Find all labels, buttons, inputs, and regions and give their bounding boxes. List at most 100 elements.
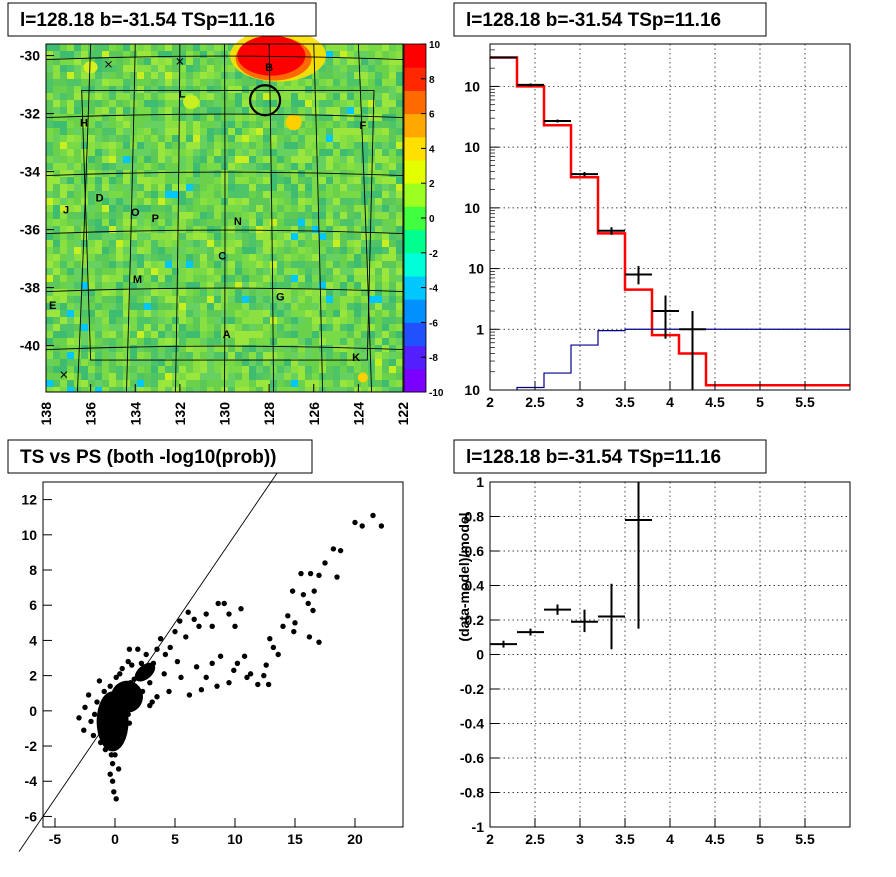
map-pixel [354, 261, 361, 268]
map-pixel [88, 121, 95, 128]
map-pixel [277, 219, 284, 226]
map-pixel [60, 51, 67, 58]
map-pixel [46, 44, 53, 51]
map-pixel [382, 282, 389, 289]
map-pixel [137, 247, 144, 254]
map-pixel [95, 198, 102, 205]
map-pixel [172, 268, 179, 275]
map-pixel [88, 86, 95, 93]
map-pixel [74, 212, 81, 219]
map-pixel [102, 261, 109, 268]
map-pixel [354, 184, 361, 191]
map-pixel [235, 72, 242, 79]
map-pixel [249, 86, 256, 93]
map-pixel [95, 345, 102, 352]
map-pixel [291, 303, 298, 310]
map-pixel [109, 121, 116, 128]
map-pixel [396, 366, 403, 373]
map-pixel [151, 191, 158, 198]
map-pixel [312, 156, 319, 163]
map-pixel [340, 387, 347, 392]
map-pixel [242, 219, 249, 226]
map-pixel [375, 282, 382, 289]
map-pixel [172, 79, 179, 86]
map-pixel [67, 177, 74, 184]
map-pixel [200, 289, 207, 296]
map-pixel [186, 296, 193, 303]
map-pixel [235, 79, 242, 86]
map-pixel [319, 184, 326, 191]
map-pixel [60, 79, 67, 86]
map-pixel [375, 380, 382, 387]
map-pixel [256, 184, 263, 191]
map-pixel [165, 79, 172, 86]
map-pixel [60, 163, 67, 170]
map-pixel [193, 44, 200, 51]
map-pixel [60, 338, 67, 345]
map-pixel [151, 338, 158, 345]
map-pixel [116, 324, 123, 331]
map-pixel [193, 114, 200, 121]
map-pixel [88, 219, 95, 226]
map-pixel [151, 282, 158, 289]
map-pixel [144, 373, 151, 380]
map-pixel [396, 380, 403, 387]
map-pixel [123, 79, 130, 86]
map-pixel [368, 100, 375, 107]
map-pixel [361, 219, 368, 226]
map-pixel [396, 191, 403, 198]
map-pixel [235, 268, 242, 275]
map-pixel [361, 247, 368, 254]
map-pixel [389, 205, 396, 212]
map-pixel [256, 114, 263, 121]
map-pixel [200, 380, 207, 387]
map-pixel [53, 282, 60, 289]
map-pixel [291, 184, 298, 191]
map-pixel [116, 345, 123, 352]
map-pixel [221, 191, 228, 198]
map-pixel [158, 380, 165, 387]
map-pixel [116, 121, 123, 128]
map-pixel [312, 366, 319, 373]
map-pixel [312, 142, 319, 149]
map-pixel [256, 254, 263, 261]
y-tick-label: 10 [468, 261, 484, 277]
map-pixel [284, 198, 291, 205]
map-pixel [158, 359, 165, 366]
map-pixel [109, 310, 116, 317]
map-pixel [263, 149, 270, 156]
map-pixel [263, 156, 270, 163]
map-pixel [396, 247, 403, 254]
map-pixel [200, 79, 207, 86]
map-pixel [165, 58, 172, 65]
map-pixel [130, 219, 137, 226]
scatter-point [270, 644, 277, 651]
map-pixel [151, 198, 158, 205]
map-pixel [172, 261, 179, 268]
map-pixel [95, 184, 102, 191]
map-pixel [116, 387, 123, 392]
map-pixel [46, 359, 53, 366]
map-pixel [284, 219, 291, 226]
x-tick-label: 2 [486, 394, 494, 410]
map-pixel [172, 226, 179, 233]
map-pixel [333, 233, 340, 240]
map-pixel [88, 317, 95, 324]
map-pixel [116, 205, 123, 212]
map-pixel [207, 121, 214, 128]
map-pixel [137, 100, 144, 107]
map-pixel [263, 86, 270, 93]
map-pixel [186, 121, 193, 128]
map-pixel [347, 254, 354, 261]
map-pixel [333, 177, 340, 184]
map-pixel [88, 380, 95, 387]
map-pixel [207, 114, 214, 121]
map-pixel [256, 331, 263, 338]
map-pixel [158, 345, 165, 352]
map-pixel [354, 282, 361, 289]
map-pixel [186, 289, 193, 296]
map-pixel [109, 352, 116, 359]
map-pixel [116, 247, 123, 254]
map-pixel [74, 58, 81, 65]
map-pixel [305, 296, 312, 303]
